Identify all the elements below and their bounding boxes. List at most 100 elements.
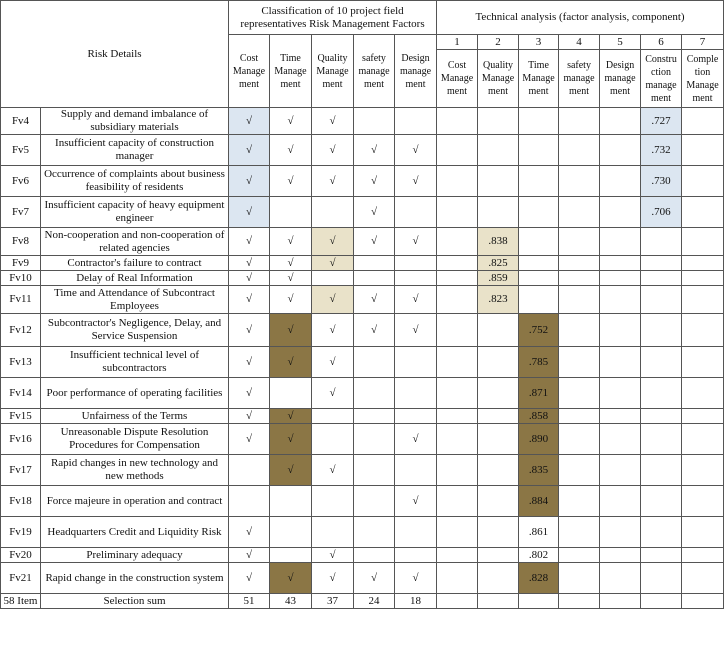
footer-empty-cell (640, 593, 683, 609)
footer-empty-cell (558, 593, 601, 609)
classification-mark-cell: √ (228, 346, 270, 378)
table-row: Fv9 Contractor's failure to contract √ √ √ .8… (0, 255, 724, 271)
factor-loading-cell (640, 547, 683, 563)
header-risk-details: Risk Details (0, 0, 229, 108)
factor-loading-cell (681, 423, 724, 455)
classification-mark-cell: √ (353, 165, 395, 197)
header-class-col: Quality Manage ment (311, 34, 354, 108)
classification-mark-cell (269, 196, 312, 228)
factor-loading-cell (477, 346, 520, 378)
classification-mark-cell: √ (393, 227, 438, 256)
row-detail: Insufficient capacity of heavy equipment… (40, 196, 229, 228)
classification-mark-cell (311, 423, 354, 455)
factor-loading-cell (599, 516, 642, 548)
factor-loading-cell (518, 270, 560, 286)
factor-loading-cell (640, 313, 683, 347)
factor-loading-cell (681, 313, 724, 347)
factor-loading-cell: .871 (518, 377, 560, 409)
classification-mark-cell: √ (269, 408, 312, 424)
classification-mark-cell (228, 454, 270, 486)
factor-loading-cell (681, 485, 724, 517)
header-tech-number: 1 (436, 34, 479, 50)
classification-mark-cell (393, 516, 438, 548)
table-row: Fv7 Insufficient capacity of heavy equipm… (0, 196, 724, 228)
classification-mark-cell: √ (228, 227, 270, 256)
factor-loading-cell (599, 547, 642, 563)
factor-loading-cell (436, 423, 479, 455)
factor-loading-cell (681, 285, 724, 314)
classification-mark-cell (393, 346, 438, 378)
factor-loading-cell (681, 107, 724, 135)
factor-loading-cell (477, 196, 520, 228)
footer-sum: 18 (393, 593, 438, 609)
classification-mark-cell (393, 270, 438, 286)
factor-loading-cell: .823 (477, 285, 520, 314)
classification-mark-cell (393, 196, 438, 228)
classification-mark-cell: √ (269, 454, 312, 486)
factor-loading-cell (599, 454, 642, 486)
classification-mark-cell: √ (269, 562, 312, 594)
factor-loading-cell (436, 107, 479, 135)
factor-loading-cell (640, 285, 683, 314)
classification-mark-cell (353, 346, 395, 378)
row-detail: Time and Attendance of Subcontract Emplo… (40, 285, 229, 314)
classification-mark-cell: √ (311, 285, 354, 314)
classification-mark-cell: √ (311, 255, 354, 271)
classification-mark-cell (311, 485, 354, 517)
table-row: Fv20 Preliminary adequacy √ √ .802 (0, 547, 724, 563)
classification-mark-cell: √ (269, 134, 312, 166)
row-detail: Contractor's failure to contract (40, 255, 229, 271)
factor-loading-cell (436, 165, 479, 197)
classification-mark-cell (311, 516, 354, 548)
row-id: Fv10 (0, 270, 41, 286)
classification-mark-cell: √ (228, 516, 270, 548)
factor-loading-cell (558, 547, 601, 563)
factor-loading-cell (599, 255, 642, 271)
row-detail: Preliminary adequacy (40, 547, 229, 563)
factor-loading-cell (681, 165, 724, 197)
factor-loading-cell (558, 196, 601, 228)
classification-mark-cell: √ (353, 285, 395, 314)
factor-loading-cell (436, 313, 479, 347)
classification-mark-cell: √ (269, 270, 312, 286)
row-id: Fv9 (0, 255, 41, 271)
row-detail: Supply and demand imbalance of subsidiar… (40, 107, 229, 135)
table-row: Fv17 Rapid changes in new technology and … (0, 454, 724, 486)
row-id: Fv15 (0, 408, 41, 424)
classification-mark-cell: √ (228, 270, 270, 286)
factor-loading-cell (477, 107, 520, 135)
factor-loading-cell (599, 485, 642, 517)
classification-mark-cell: √ (228, 547, 270, 563)
row-id: Fv8 (0, 227, 41, 256)
table-row: Fv6 Occurrence of complaints about busine… (0, 165, 724, 197)
factor-loading-cell (436, 196, 479, 228)
factor-loading-cell (599, 562, 642, 594)
classification-mark-cell (353, 423, 395, 455)
footer-empty-cell (436, 593, 479, 609)
factor-loading-cell (681, 562, 724, 594)
factor-loading-cell (436, 408, 479, 424)
header-class-col: Cost Manage ment (228, 34, 270, 108)
classification-mark-cell: √ (269, 107, 312, 135)
factor-loading-cell: .835 (518, 454, 560, 486)
factor-loading-cell (477, 454, 520, 486)
factor-loading-cell (599, 346, 642, 378)
factor-loading-cell (681, 134, 724, 166)
factor-loading-cell (436, 562, 479, 594)
row-detail: Delay of Real Information (40, 270, 229, 286)
classification-mark-cell (353, 454, 395, 486)
header-tech-number: 7 (681, 34, 724, 50)
row-detail: Occurrence of complaints about business … (40, 165, 229, 197)
table-row: Fv4 Supply and demand imbalance of subsid… (0, 107, 724, 135)
classification-mark-cell (269, 547, 312, 563)
factor-loading-cell (477, 313, 520, 347)
classification-mark-cell (311, 408, 354, 424)
factor-loading-cell (477, 485, 520, 517)
row-id: Fv20 (0, 547, 41, 563)
table-row: Fv18 Force majeure in operation and contr… (0, 485, 724, 517)
factor-loading-cell (558, 346, 601, 378)
header-tech-number: 6 (640, 34, 683, 50)
footer-sum: 37 (311, 593, 354, 609)
factor-loading-cell (640, 227, 683, 256)
factor-loading-cell (599, 313, 642, 347)
